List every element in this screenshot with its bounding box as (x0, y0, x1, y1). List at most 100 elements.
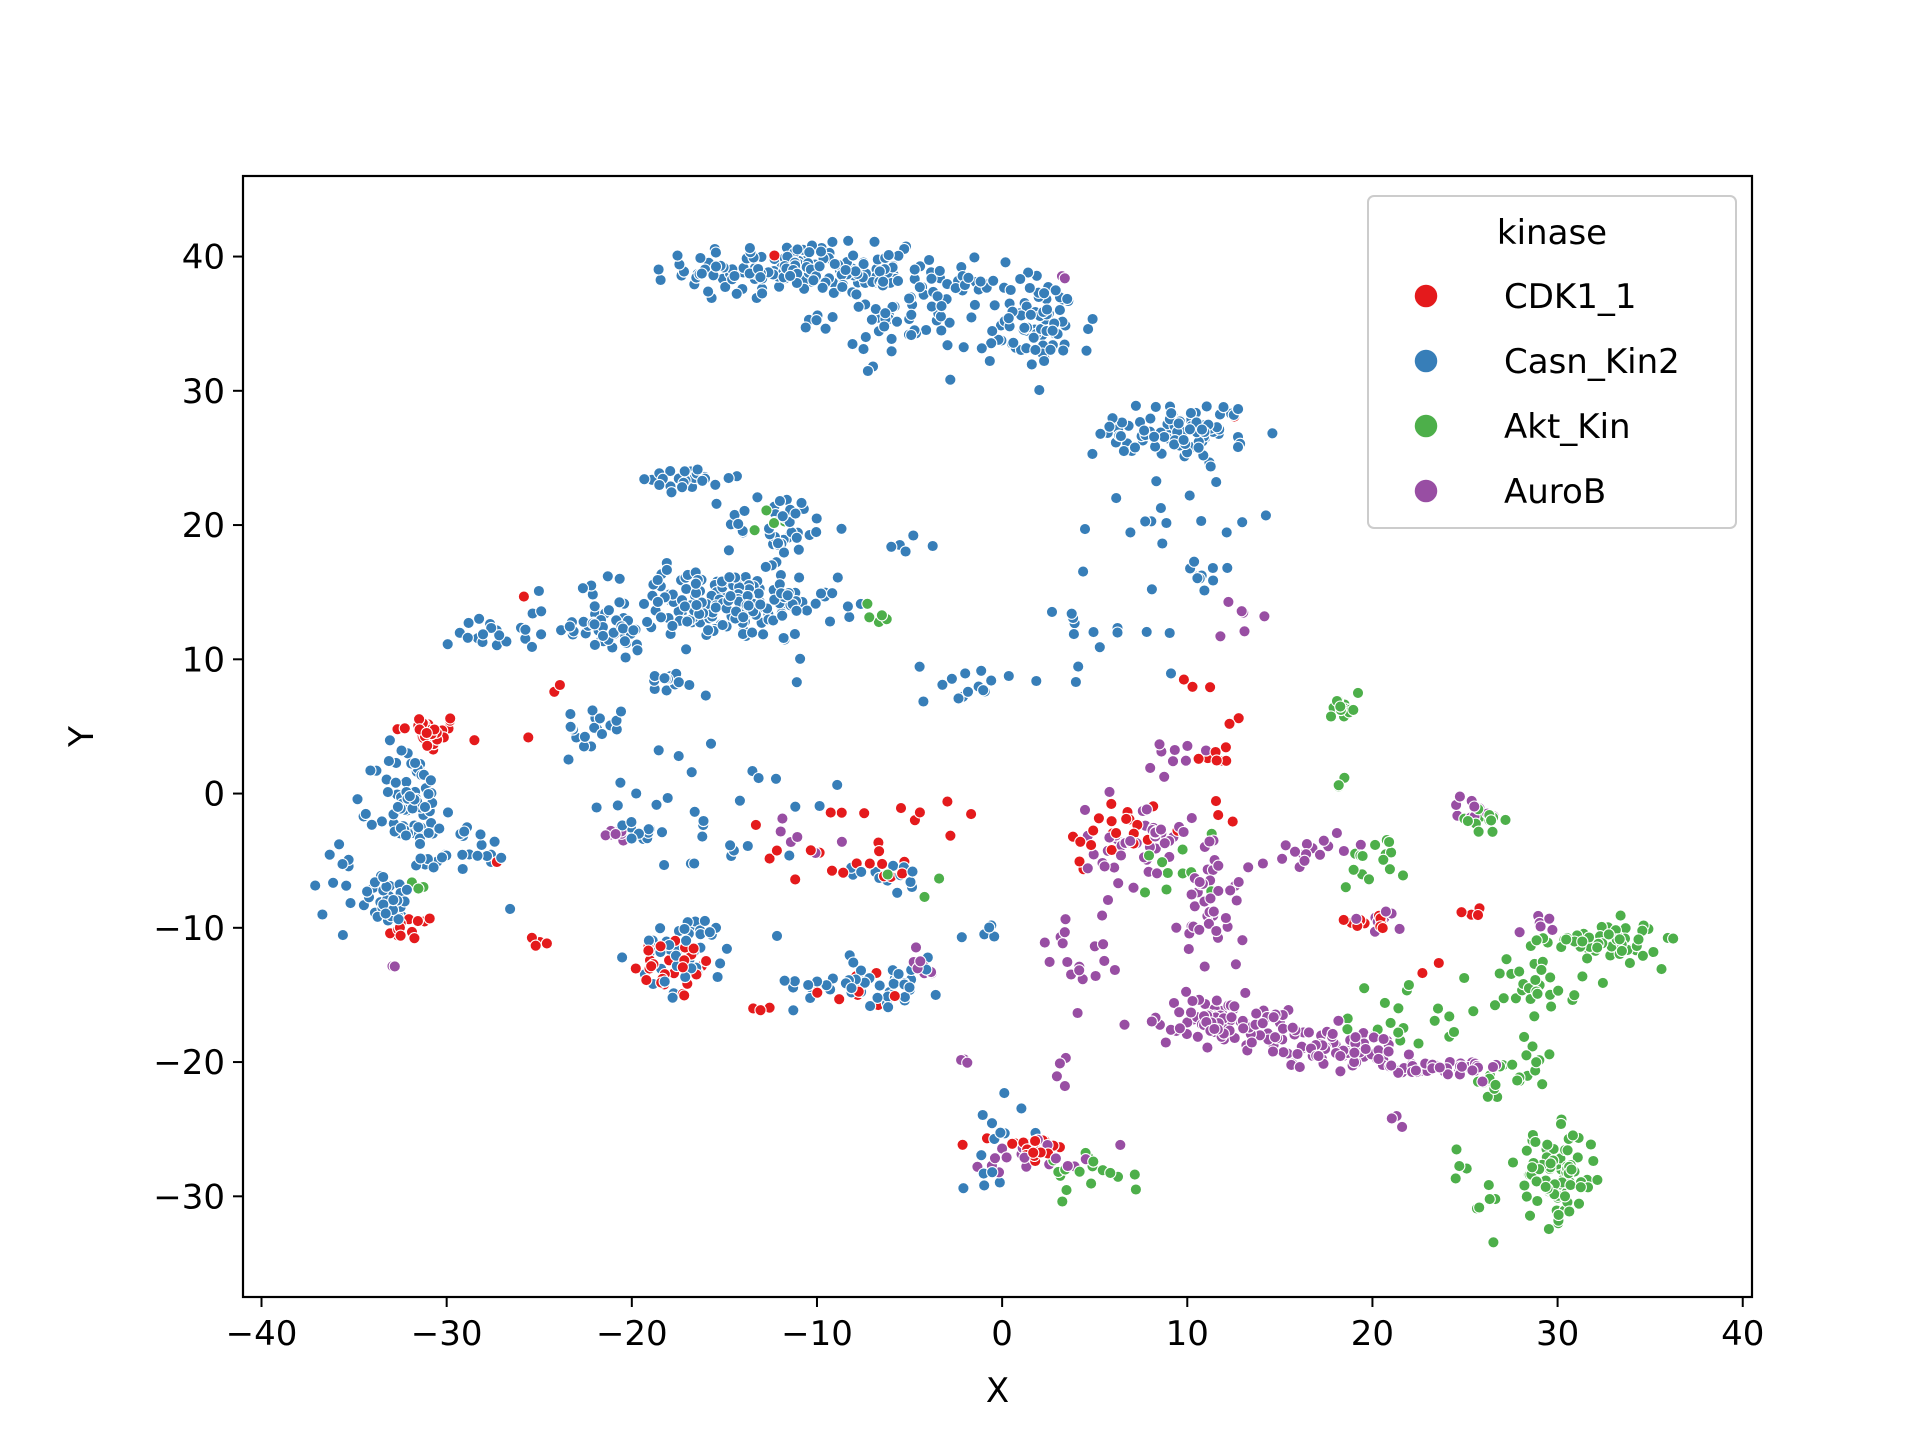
point-akt-kin (1155, 856, 1169, 869)
point-aurob (1212, 859, 1225, 872)
point-casn-kin2 (993, 1176, 1006, 1189)
point-casn-kin2 (485, 621, 498, 635)
point-akt-kin (1339, 881, 1352, 894)
point-akt-kin (1056, 1195, 1069, 1208)
point-aurob (1150, 867, 1164, 880)
point-casn-kin2 (925, 272, 938, 285)
point-aurob (1173, 1006, 1186, 1019)
point-casn-kin2 (336, 857, 349, 871)
point-akt-kin (412, 882, 425, 895)
point-akt-kin (1506, 1058, 1519, 1071)
point-akt-kin (932, 872, 946, 885)
point-casn-kin2 (885, 540, 898, 553)
point-casn-kin2 (697, 814, 710, 828)
point-casn-kin2 (400, 775, 413, 789)
point-aurob (1293, 1060, 1306, 1074)
point-casn-kin2 (1015, 1102, 1028, 1115)
point-cdk1-1 (1219, 741, 1233, 754)
point-akt-kin (1128, 1168, 1141, 1181)
point-casn-kin2 (978, 1179, 991, 1192)
point-aurob (1185, 811, 1198, 825)
legend-marker (1413, 413, 1439, 439)
point-aurob (1312, 1049, 1325, 1063)
point-casn-kin2 (873, 979, 886, 992)
point-akt-kin (1529, 1135, 1542, 1149)
point-aurob (1402, 1048, 1416, 1061)
point-casn-kin2 (728, 269, 741, 283)
point-casn-kin2 (871, 991, 884, 1004)
point-akt-kin (1472, 825, 1485, 838)
point-akt-kin (1523, 1209, 1537, 1222)
point-casn-kin2 (892, 967, 905, 981)
point-akt-kin (1362, 873, 1376, 886)
point-aurob (1441, 1068, 1455, 1081)
point-casn-kin2 (792, 543, 805, 556)
point-casn-kin2 (309, 879, 322, 892)
point-aurob (1300, 837, 1314, 851)
point-akt-kin (1341, 1023, 1354, 1036)
point-casn-kin2 (1236, 516, 1249, 529)
point-casn-kin2 (413, 837, 427, 851)
point-aurob (1159, 1036, 1172, 1049)
point-casn-kin2 (985, 337, 998, 350)
point-casn-kin2 (475, 838, 488, 852)
point-casn-kin2 (1200, 400, 1213, 413)
point-cdk1-1 (811, 986, 824, 999)
point-aurob (1210, 994, 1223, 1007)
point-casn-kin2 (456, 862, 469, 876)
point-casn-kin2 (1040, 303, 1054, 316)
point-akt-kin (875, 609, 889, 622)
point-akt-kin (1580, 952, 1594, 965)
point-akt-kin (1529, 973, 1542, 987)
point-casn-kin2 (855, 865, 868, 879)
point-akt-kin (1160, 883, 1173, 896)
point-casn-kin2 (1002, 669, 1015, 683)
point-aurob (1455, 1060, 1469, 1073)
point-aurob (1468, 800, 1481, 813)
point-casn-kin2 (652, 744, 665, 757)
point-cdk1-1 (824, 806, 837, 819)
point-akt-kin (1382, 835, 1396, 849)
point-akt-kin (1497, 992, 1510, 1005)
y-tick-label: 10 (182, 640, 225, 680)
point-aurob (1173, 1022, 1187, 1035)
point-casn-kin2 (802, 978, 815, 992)
point-aurob (1317, 834, 1330, 847)
point-casn-kin2 (383, 734, 397, 747)
point-casn-kin2 (733, 794, 747, 807)
point-akt-kin (1447, 1025, 1461, 1039)
point-akt-kin (1531, 987, 1544, 1000)
point-akt-kin (1087, 1155, 1100, 1168)
point-aurob (1167, 996, 1181, 1010)
point-casn-kin2 (845, 981, 858, 995)
point-cdk1-1 (956, 1138, 969, 1151)
point-cdk1-1 (837, 866, 850, 879)
point-casn-kin2 (789, 507, 802, 520)
point-casn-kin2 (722, 471, 735, 485)
point-casn-kin2 (360, 885, 374, 898)
point-casn-kin2 (679, 934, 693, 947)
point-casn-kin2 (788, 627, 802, 641)
point-akt-kin (1084, 1177, 1098, 1190)
point-casn-kin2 (1145, 583, 1159, 596)
point-aurob (1050, 1070, 1064, 1083)
point-casn-kin2 (1021, 266, 1035, 279)
point-akt-kin (1138, 886, 1152, 899)
point-aurob (1153, 738, 1166, 751)
point-aurob (1256, 857, 1270, 870)
point-casn-kin2 (377, 870, 390, 884)
point-casn-kin2 (462, 616, 475, 630)
point-aurob (1230, 894, 1243, 907)
point-cdk1-1 (1087, 824, 1100, 837)
point-casn-kin2 (593, 712, 607, 725)
point-akt-kin (1520, 1144, 1533, 1157)
point-aurob (1210, 924, 1223, 938)
point-aurob (835, 835, 849, 848)
point-cdk1-1 (553, 678, 567, 692)
point-akt-kin (1487, 1236, 1500, 1249)
point-casn-kin2 (414, 852, 427, 865)
point-casn-kin2 (1192, 441, 1205, 454)
point-casn-kin2 (1156, 537, 1169, 550)
point-casn-kin2 (387, 893, 400, 907)
point-casn-kin2 (941, 339, 954, 352)
